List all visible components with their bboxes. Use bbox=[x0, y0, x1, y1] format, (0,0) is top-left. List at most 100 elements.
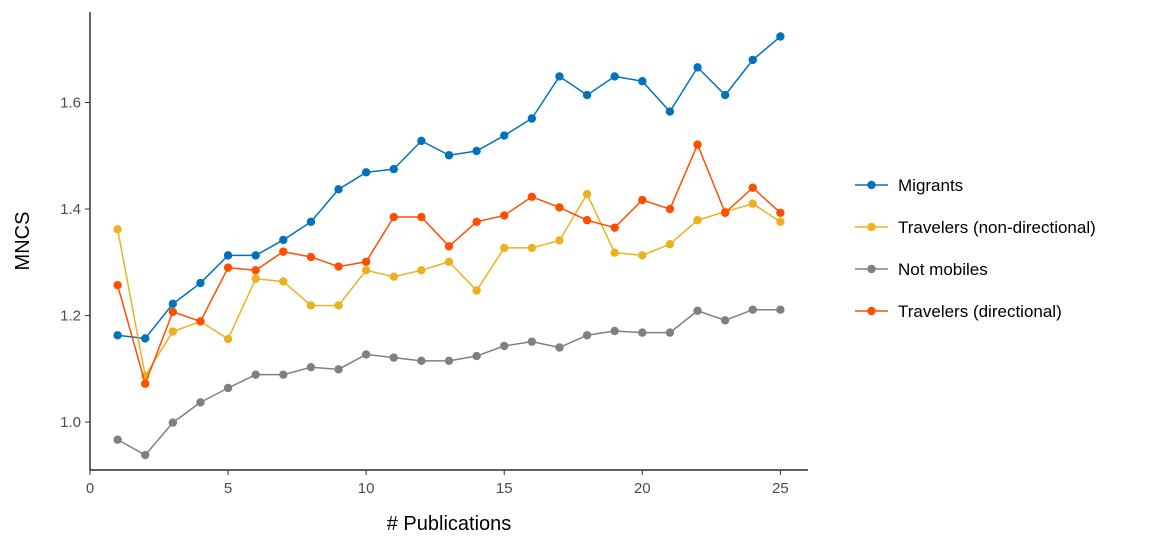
data-point-not-mobiles bbox=[389, 353, 398, 362]
data-point-migrants bbox=[444, 151, 454, 160]
legend-label: Migrants bbox=[898, 176, 963, 195]
data-point-travelers-directional bbox=[361, 257, 371, 266]
data-point-travelers-directional bbox=[720, 208, 730, 217]
data-point-travelers-directional bbox=[168, 307, 178, 317]
data-point-travelers-directional bbox=[389, 212, 398, 222]
data-point-travelers-non-directional bbox=[168, 327, 178, 336]
data-point-migrants bbox=[389, 164, 398, 174]
data-point-migrants bbox=[748, 55, 757, 65]
data-point-not-mobiles bbox=[527, 337, 537, 346]
data-point-travelers-non-directional bbox=[582, 189, 592, 199]
data-point-not-mobiles bbox=[417, 356, 426, 366]
data-point-travelers-directional bbox=[444, 242, 454, 251]
data-point-travelers-directional bbox=[113, 281, 122, 290]
data-point-not-mobiles bbox=[361, 350, 371, 359]
data-point-migrants bbox=[141, 334, 150, 343]
x-tick-label: 10 bbox=[358, 480, 375, 497]
data-point-not-mobiles bbox=[113, 435, 122, 444]
data-point-travelers-non-directional bbox=[693, 216, 702, 225]
data-point-travelers-non-directional bbox=[361, 266, 371, 275]
legend-label: Not mobiles bbox=[898, 260, 988, 279]
data-point-travelers-non-directional bbox=[334, 301, 343, 310]
data-point-not-mobiles bbox=[555, 343, 564, 352]
data-point-travelers-directional bbox=[334, 262, 343, 271]
data-point-migrants bbox=[113, 331, 122, 340]
series-travelers-non-directional bbox=[113, 189, 785, 380]
data-point-migrants bbox=[555, 72, 564, 81]
data-point-not-mobiles bbox=[223, 383, 233, 393]
data-point-migrants bbox=[610, 72, 619, 81]
series-line-migrants bbox=[117, 35, 781, 340]
data-point-travelers-non-directional bbox=[610, 248, 619, 257]
legend-item: Travelers (directional) bbox=[855, 302, 1062, 321]
data-point-not-mobiles bbox=[638, 328, 647, 337]
data-point-travelers-directional bbox=[693, 140, 702, 149]
x-axis-title: # Publications bbox=[387, 513, 512, 535]
data-point-travelers-non-directional bbox=[251, 274, 260, 284]
data-point-travelers-directional bbox=[776, 208, 785, 217]
data-point-not-mobiles bbox=[279, 370, 288, 379]
data-point-migrants bbox=[665, 107, 675, 116]
data-point-not-mobiles bbox=[196, 398, 205, 407]
data-point-travelers-non-directional bbox=[638, 251, 647, 260]
data-point-travelers-directional bbox=[472, 217, 481, 227]
y-tick-label: 1.2 bbox=[60, 308, 81, 325]
data-point-travelers-non-directional bbox=[389, 272, 398, 281]
data-point-travelers-non-directional bbox=[748, 199, 757, 208]
data-point-travelers-non-directional bbox=[500, 243, 509, 253]
series-not-mobiles bbox=[113, 305, 785, 460]
data-point-migrants bbox=[361, 168, 371, 177]
data-point-migrants bbox=[693, 63, 702, 72]
y-tick-label: 1.6 bbox=[60, 95, 81, 112]
data-point-not-mobiles bbox=[334, 365, 343, 374]
legend-item: Not mobiles bbox=[855, 260, 988, 279]
data-point-travelers-non-directional bbox=[417, 266, 426, 275]
data-point-travelers-non-directional bbox=[279, 277, 288, 286]
data-point-migrants bbox=[279, 235, 288, 245]
legend-label: Travelers (directional) bbox=[898, 302, 1062, 321]
data-point-travelers-directional bbox=[279, 247, 288, 256]
data-point-travelers-directional bbox=[610, 223, 619, 232]
data-point-not-mobiles bbox=[168, 418, 178, 427]
data-point-migrants bbox=[196, 278, 205, 288]
data-point-travelers-directional bbox=[251, 266, 260, 275]
legend-key-point bbox=[867, 222, 876, 232]
x-tick-label: 15 bbox=[496, 480, 513, 497]
data-point-travelers-non-directional bbox=[113, 225, 122, 234]
data-point-travelers-non-directional bbox=[665, 239, 675, 249]
data-point-not-mobiles bbox=[444, 356, 454, 366]
data-point-travelers-directional bbox=[555, 203, 564, 212]
y-axis-title: MNCS bbox=[12, 212, 34, 271]
data-point-travelers-directional bbox=[223, 263, 233, 272]
x-tick-label: 0 bbox=[86, 480, 94, 497]
data-point-not-mobiles bbox=[141, 450, 150, 460]
x-tick-label: 5 bbox=[224, 480, 232, 497]
series-line-travelers-non-directional bbox=[116, 192, 781, 378]
data-point-not-mobiles bbox=[776, 305, 785, 314]
data-point-travelers-directional bbox=[748, 183, 757, 192]
data-point-migrants bbox=[306, 217, 316, 227]
data-point-migrants bbox=[334, 185, 343, 194]
series-migrants bbox=[113, 32, 785, 343]
series-travelers-directional bbox=[113, 140, 785, 388]
data-point-migrants bbox=[638, 77, 647, 86]
data-point-travelers-directional bbox=[196, 317, 205, 326]
ticks: 0 5 10 15 20 25 1.0 1.2 1.4 1.6 bbox=[60, 95, 789, 497]
data-point-travelers-non-directional bbox=[555, 236, 564, 245]
legend-item: Migrants bbox=[855, 176, 963, 195]
data-point-migrants bbox=[527, 114, 537, 123]
data-point-migrants bbox=[251, 251, 260, 260]
data-point-migrants bbox=[472, 146, 481, 156]
y-tick-label: 1.0 bbox=[60, 414, 81, 431]
data-point-travelers-directional bbox=[306, 252, 316, 262]
data-point-travelers-non-directional bbox=[223, 334, 233, 344]
data-point-travelers-non-directional bbox=[527, 243, 537, 253]
data-point-travelers-directional bbox=[582, 216, 592, 225]
x-tick-label: 25 bbox=[772, 480, 789, 497]
data-point-not-mobiles bbox=[748, 305, 757, 314]
data-point-migrants bbox=[223, 251, 233, 260]
data-point-migrants bbox=[776, 32, 785, 41]
data-point-not-mobiles bbox=[665, 328, 675, 337]
data-point-migrants bbox=[500, 131, 509, 140]
